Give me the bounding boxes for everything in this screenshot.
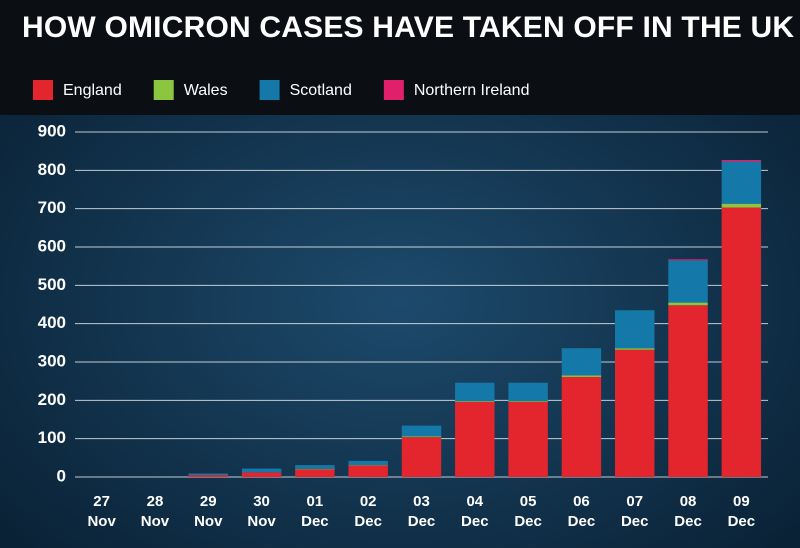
bar-segment [401,437,442,477]
legend: England Wales Scotland Northern Ireland [33,80,529,100]
bar-segment [401,425,442,437]
bar-segment [295,469,335,477]
bar-segment [721,159,762,162]
bar-segment [615,348,655,350]
bar-segment [348,460,388,466]
legend-swatch [383,80,404,100]
legend-swatch [33,80,53,100]
bar-segment [721,161,762,204]
bar-segment [508,382,548,402]
legend-swatch [153,80,174,100]
legend-swatch [259,80,280,100]
x-tick-label: 30 Nov [247,493,276,530]
bar-segment [455,401,495,402]
y-tick-label: 400 [38,313,66,332]
y-tick-label: 100 [38,428,66,447]
bar-segment [241,472,282,477]
legend-label: Scotland [290,82,352,99]
bar-segment [615,349,655,477]
x-tick-label: 01 Dec [301,493,329,530]
y-tick-label: 500 [38,275,66,294]
bar-segment [561,375,602,377]
bar-segment [401,436,442,438]
y-tick-label: 800 [38,160,66,179]
y-tick-label: 0 [57,466,66,485]
bar-segment [188,473,228,476]
chart-title: HOW OMICRON CASES HAVE TAKEN OFF IN THE … [22,11,794,44]
bar-segment [508,401,548,402]
bar-segment [721,203,762,208]
x-tick-label: 07 Dec [621,493,649,530]
bar-segment [508,401,548,477]
x-tick-label: 29 Nov [194,493,223,530]
bar-segment [455,382,495,402]
bar-segment [668,260,708,303]
bar-segment [295,465,335,469]
x-tick-label: 27 Nov [87,493,116,530]
y-tick-label: 200 [38,390,66,409]
bar-segment [668,302,708,306]
x-tick-label: 08 Dec [674,493,702,530]
bar-segment [455,401,495,477]
x-tick-label: 02 Dec [354,493,382,530]
bar-segment [188,475,228,477]
y-tick-label: 900 [38,121,66,140]
legend-label: Wales [184,82,228,99]
y-tick-label: 300 [38,351,66,370]
x-tick-label: 04 Dec [461,493,489,530]
x-tick-label: 06 Dec [568,493,596,530]
x-tick-label: 03 Dec [408,493,436,530]
bar-segment [721,207,762,477]
bar-segment [615,310,655,349]
bar-segment [561,348,602,376]
bar-segment [668,305,708,477]
x-tick-label: 09 Dec [728,493,756,530]
legend-label: England [63,82,122,99]
y-tick-label: 700 [38,198,66,217]
bar-segment [348,465,388,477]
bar-segment [668,259,708,261]
bar-segment [561,376,602,477]
legend-label: Northern Ireland [414,82,530,99]
bar-segment [241,468,282,473]
y-tick-label: 600 [38,236,66,255]
x-tick-label: 05 Dec [514,493,542,530]
x-tick-label: 28 Nov [141,493,170,530]
